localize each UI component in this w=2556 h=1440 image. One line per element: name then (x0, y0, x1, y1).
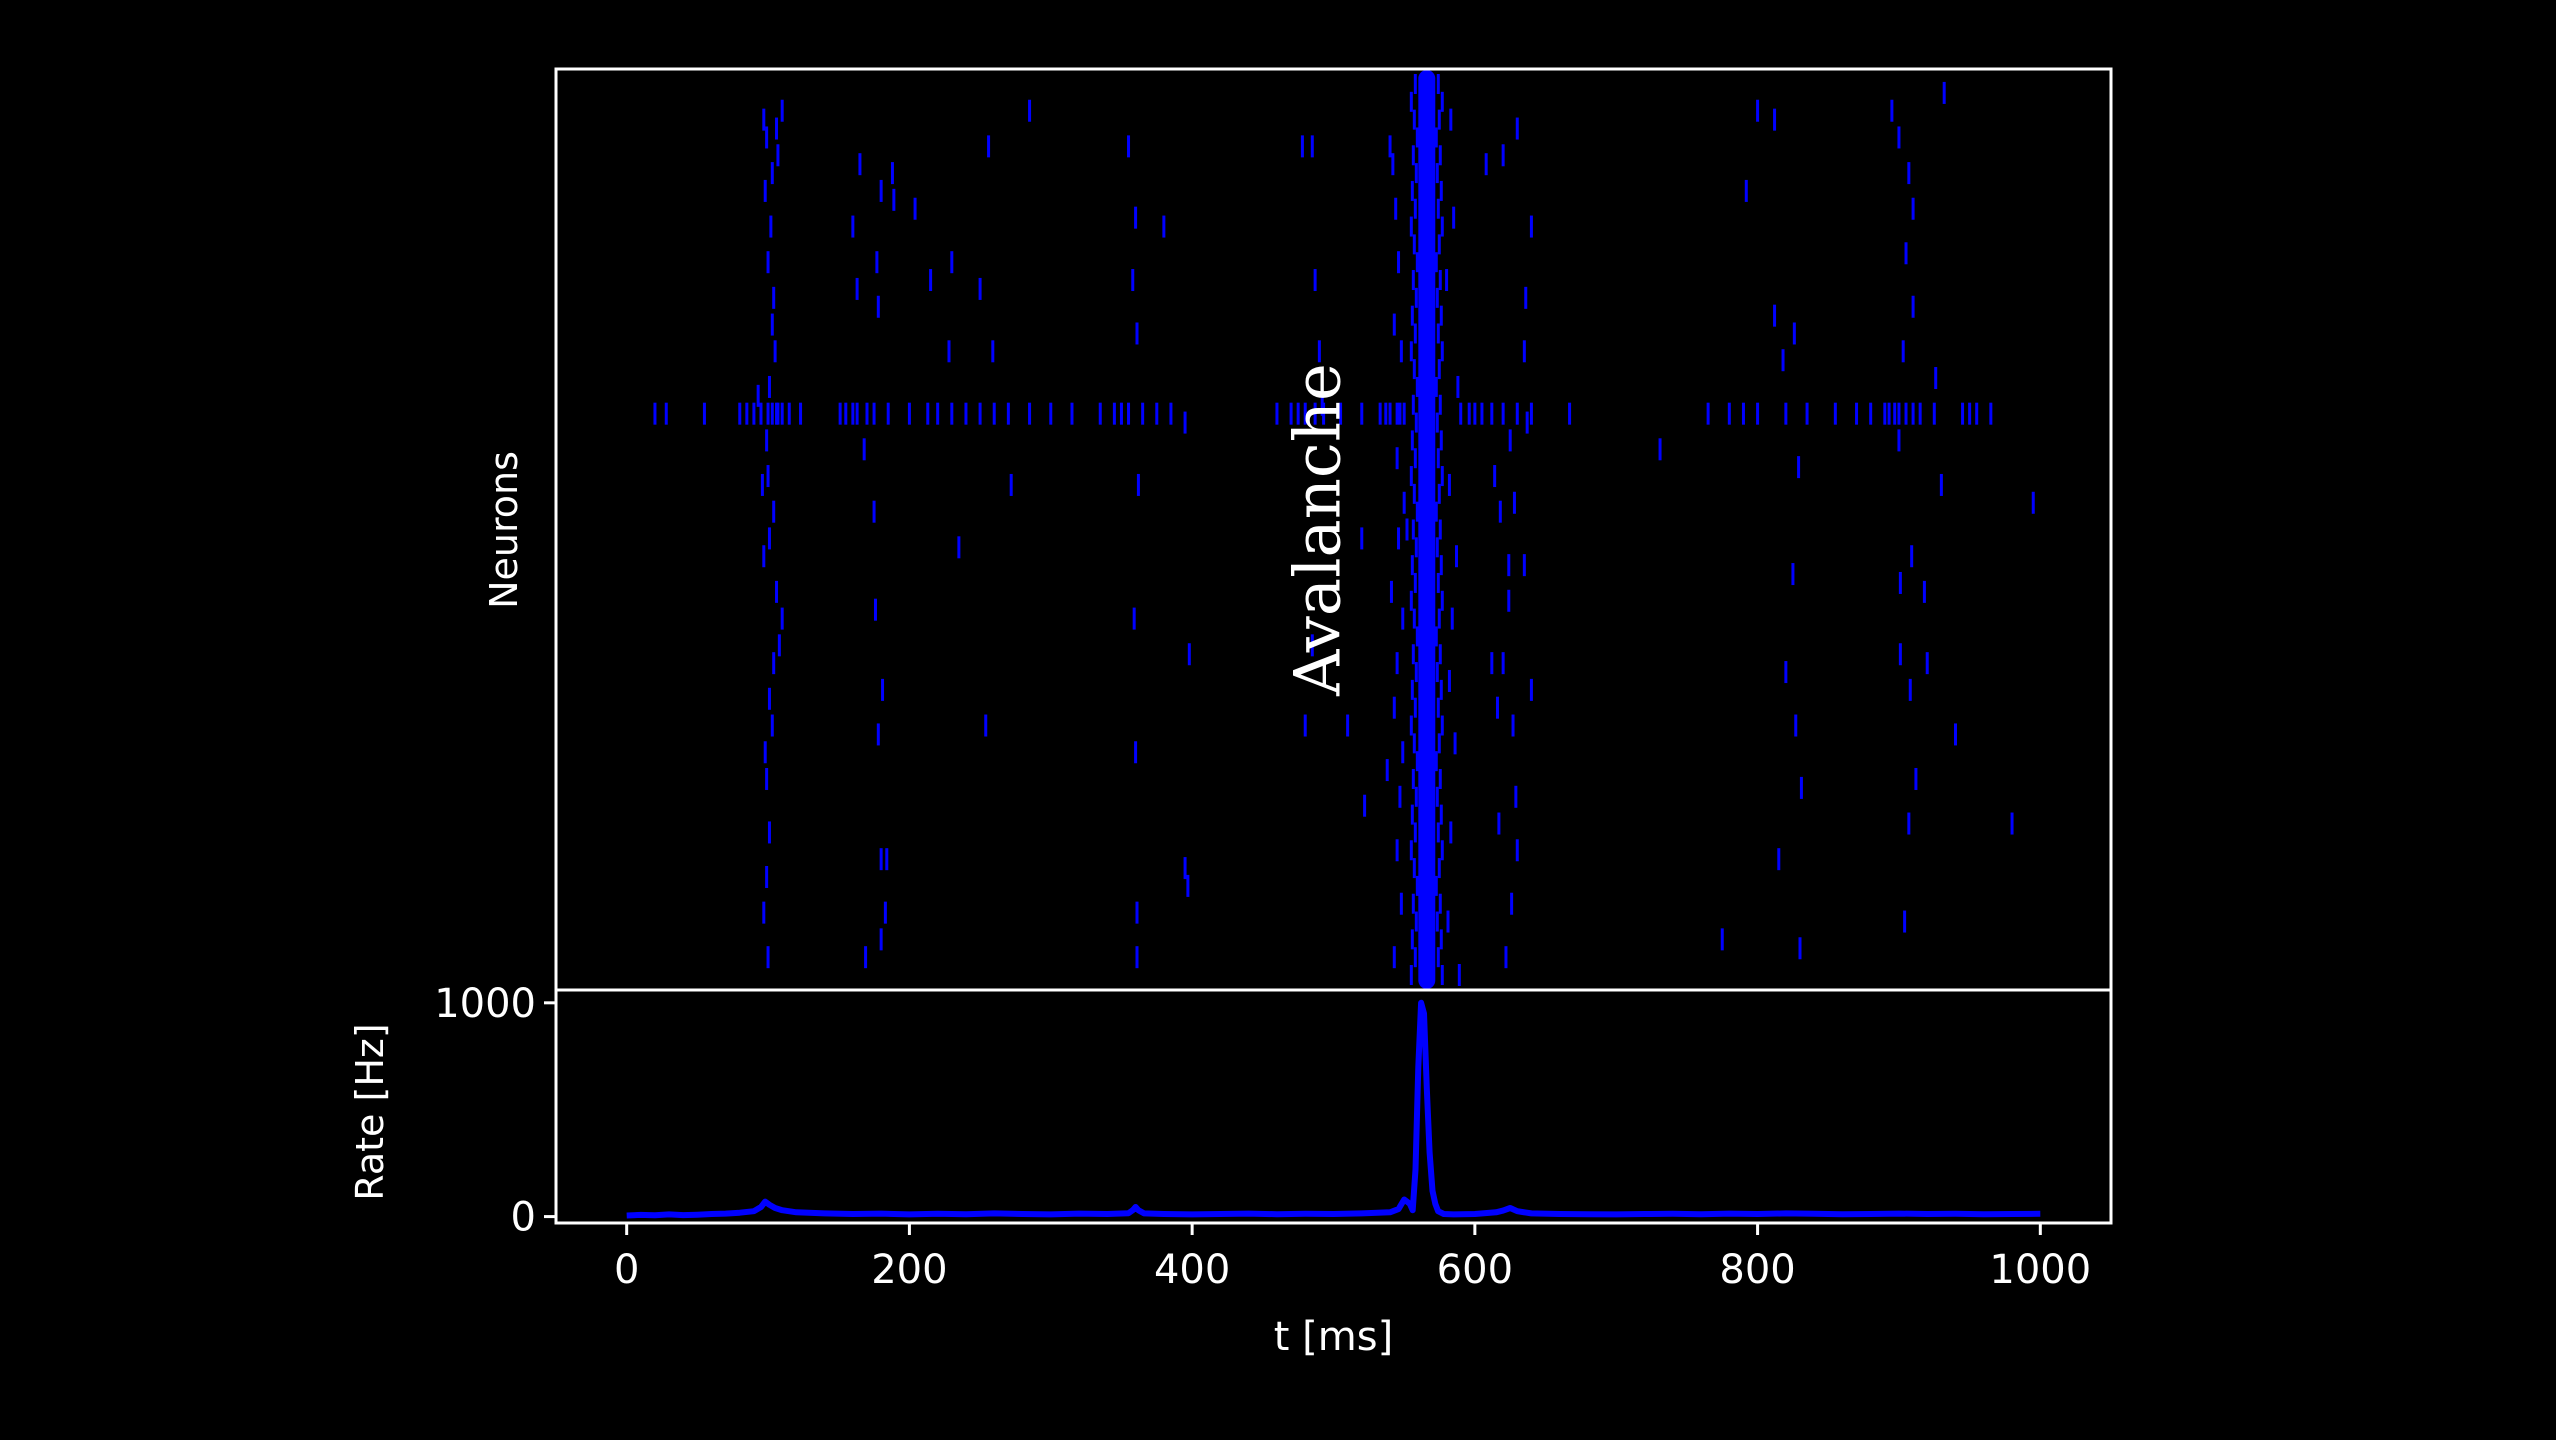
x-axis-ticks: 0 200 400 600 800 1000 (614, 1223, 2091, 1293)
x-tick-label: 200 (871, 1247, 947, 1293)
raster-panel: Avalanche Neurons (482, 67, 2113, 992)
x-tick-label: 1000 (1989, 1247, 2091, 1293)
rate-panel: 0 200 400 600 800 1000 0 1000 t [ms] Rate [Hz] (348, 981, 2113, 1360)
x-axis-label: t [ms] (1274, 1314, 1393, 1360)
rate-line-group (626, 999, 2041, 1219)
avalanche-band (1409, 70, 1444, 989)
x-tick-label: 800 (1719, 1247, 1795, 1293)
avalanche-spike-column (1418, 70, 1436, 989)
rate-y-axis-label: Rate [Hz] (348, 1023, 392, 1200)
y-tick-label: 1000 (434, 981, 536, 1027)
avalanche-annotation: Avalanche (1281, 363, 1355, 697)
x-tick-label: 600 (1437, 1247, 1513, 1293)
y-tick-label: 0 (511, 1195, 536, 1241)
rate-line (626, 999, 2041, 1219)
x-tick-label: 0 (614, 1247, 639, 1293)
rate-frame (554, 988, 2113, 1225)
x-tick-label: 400 (1154, 1247, 1230, 1293)
raster-y-axis-label: Neurons (482, 451, 526, 609)
y-axis-ticks: 0 1000 (434, 981, 556, 1241)
raster-spike-marks (653, 81, 2035, 986)
